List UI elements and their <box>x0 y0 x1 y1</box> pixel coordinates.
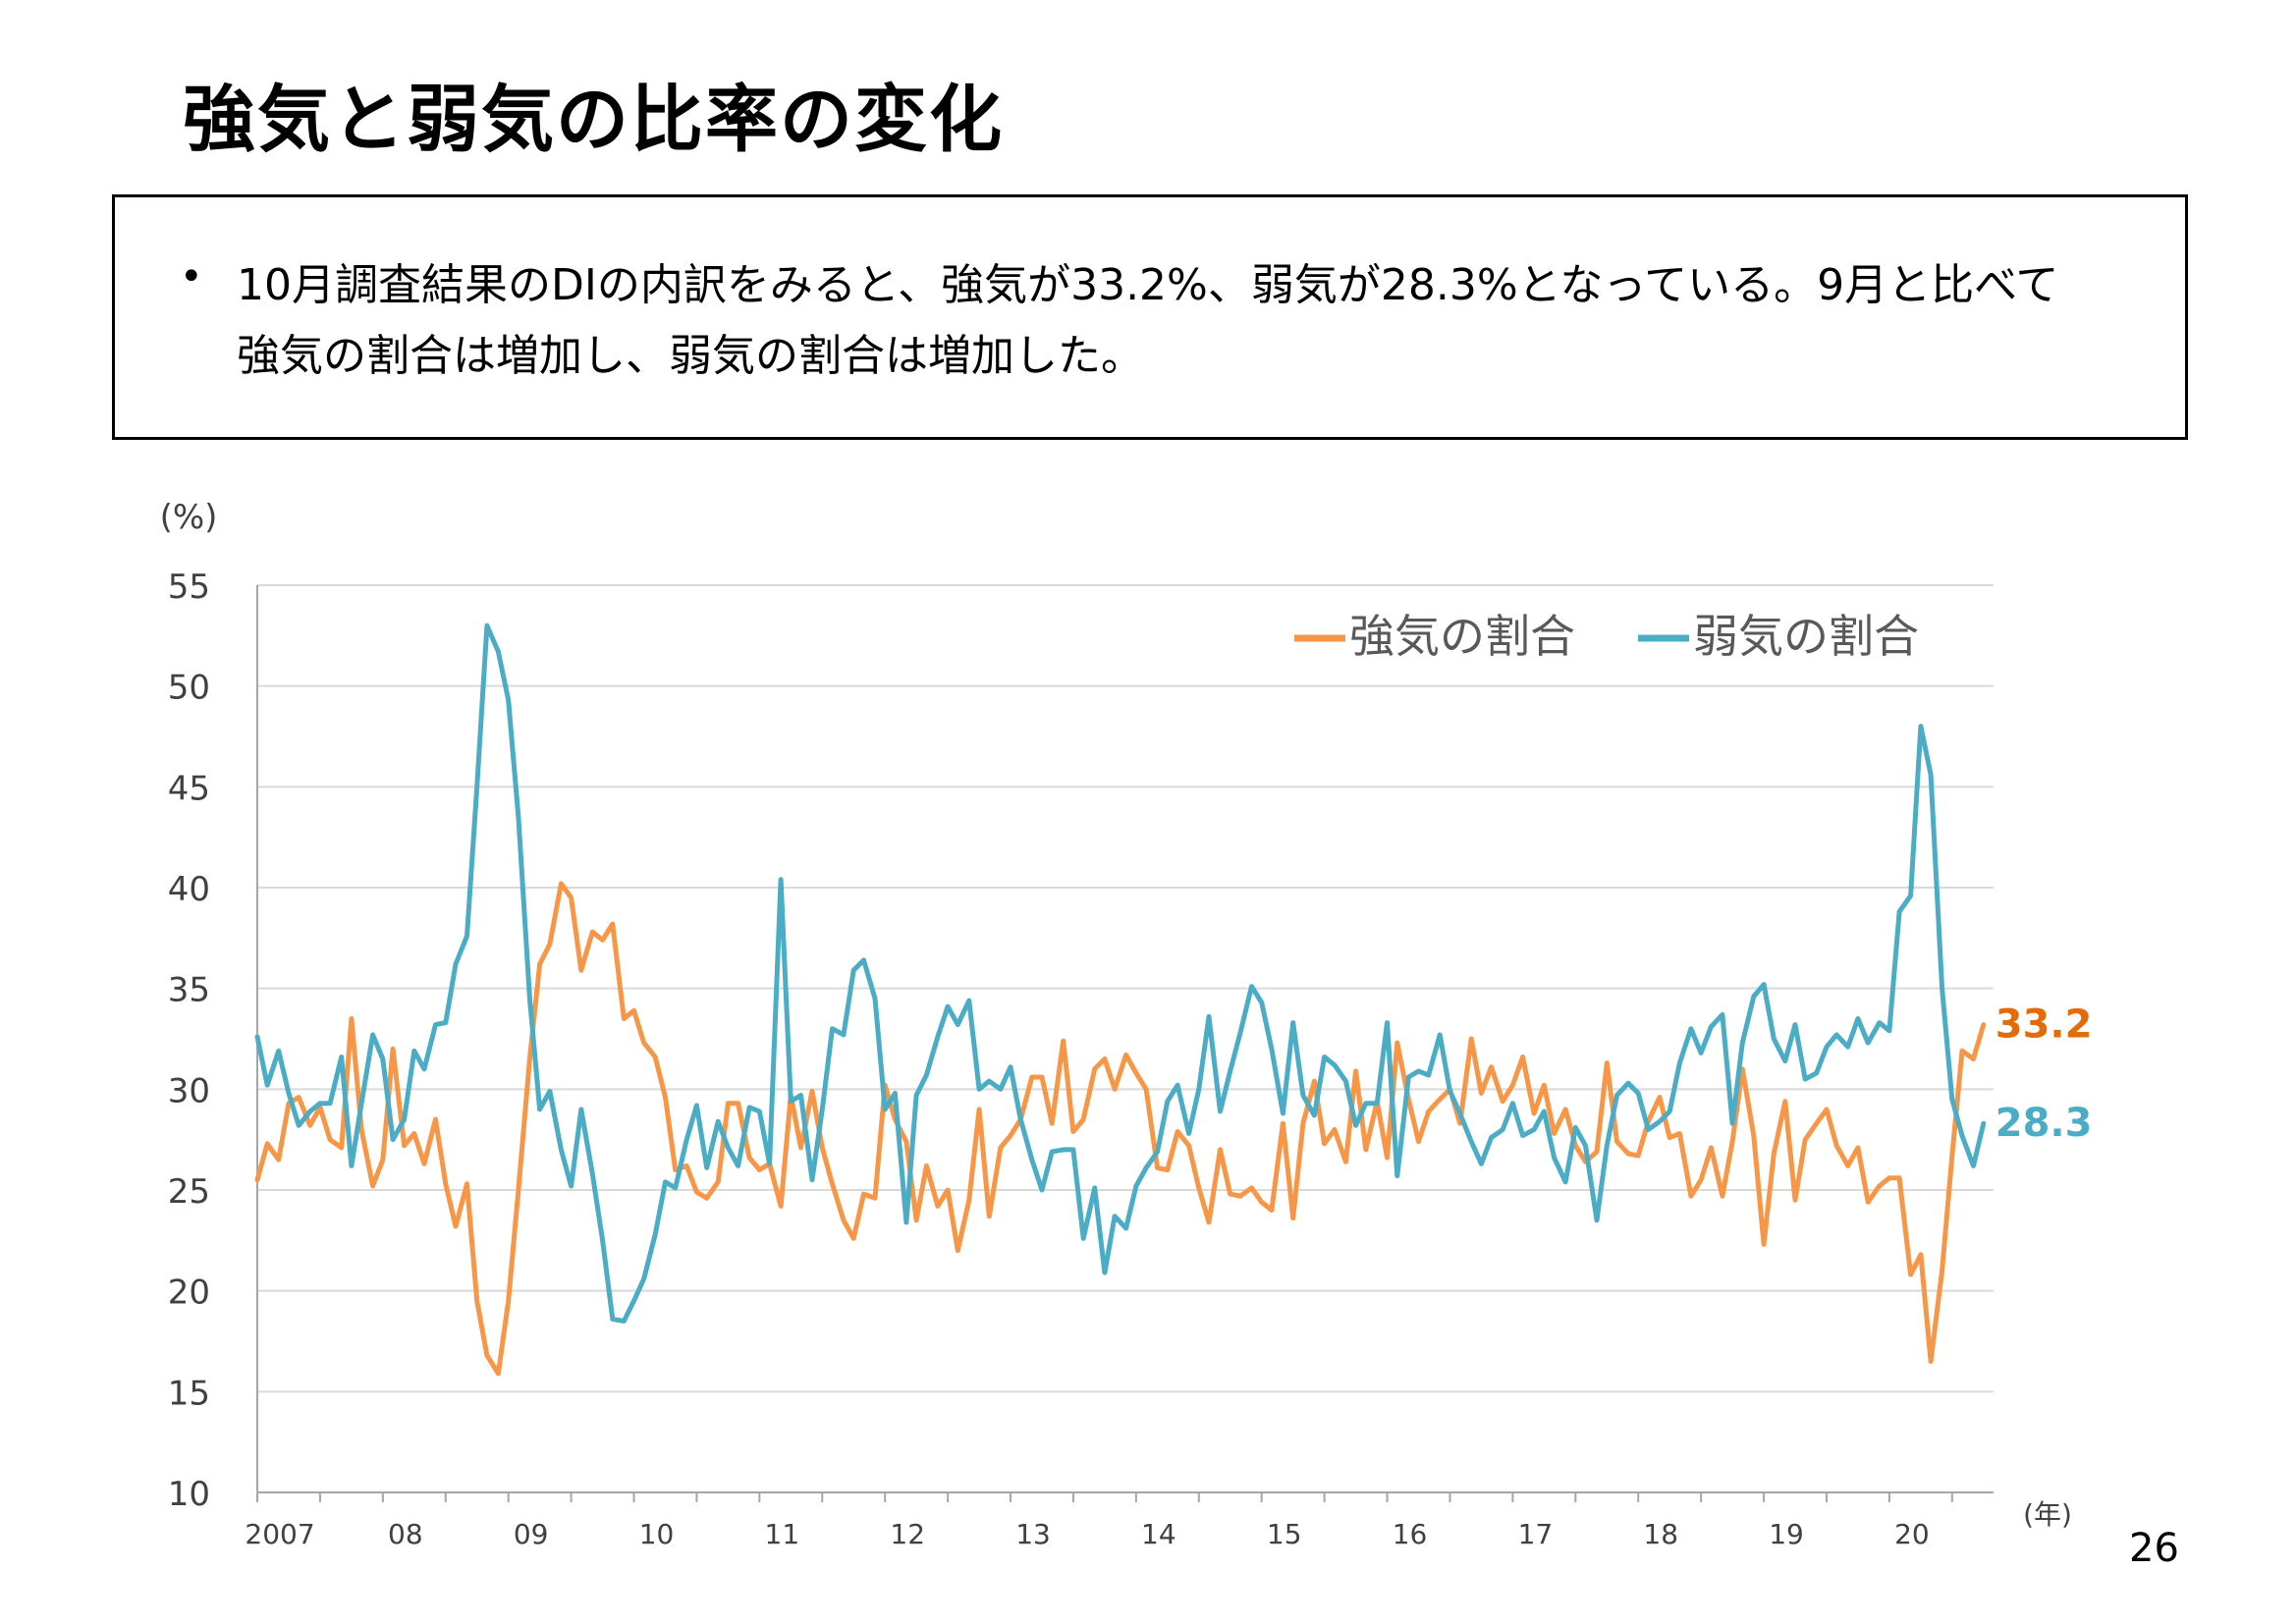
summary-line-1: 10月調査結果のDIの内訳をみると、強気が33.2%、弱気が28.3%となってい… <box>237 260 2059 310</box>
y-tick-label: 20 <box>168 1273 210 1313</box>
legend: 強気の割合 弱気の割合 <box>1294 610 1919 663</box>
summary-line-2: 強気の割合は増加し、弱気の割合は増加した。 <box>237 331 1144 381</box>
x-tick-label: 2007 <box>245 1518 314 1550</box>
x-tick-label: 20 <box>1894 1518 1930 1550</box>
y-tick-label: 30 <box>168 1071 210 1110</box>
x-axis-label: (年) <box>2023 1498 2072 1531</box>
y-tick-label: 50 <box>168 669 210 708</box>
x-tick-label: 19 <box>1769 1518 1804 1550</box>
x-tick-label: 08 <box>388 1518 423 1550</box>
series-end-label-1: 33.2 <box>1995 1002 2093 1048</box>
y-tick-label: 40 <box>168 870 210 909</box>
x-tick-label: 17 <box>1518 1518 1554 1550</box>
y-tick-label: 35 <box>168 971 210 1010</box>
series-line-1 <box>254 881 1987 1377</box>
x-tick-label: 13 <box>1015 1518 1051 1550</box>
y-tick-label: 45 <box>168 769 210 808</box>
y-tick-label: 25 <box>168 1172 210 1212</box>
page-number: 26 <box>2129 1526 2179 1571</box>
y-axis-label: (%) <box>160 498 218 537</box>
x-tick-label: 09 <box>514 1518 549 1550</box>
series-end-label-2: 28.3 <box>1995 1101 2093 1146</box>
y-tick-label: 55 <box>168 568 210 607</box>
page-title: 強気と弱気の比率の変化 <box>183 78 1004 162</box>
axes: 10 15 20 25 30 35 40 45 50 55 2007 08 09 10 11 12 13 14 15… <box>160 498 2072 1550</box>
x-tick-label: 15 <box>1267 1518 1302 1550</box>
gridlines <box>257 584 1994 1393</box>
bullet: • <box>180 254 203 299</box>
x-tick-label: 11 <box>765 1518 800 1550</box>
x-tick-label: 14 <box>1141 1518 1176 1550</box>
legend-label-2: 弱気の割合 <box>1693 610 1919 663</box>
x-tick-label: 12 <box>890 1518 925 1550</box>
summary-box: • 10月調査結果のDIの内訳をみると、強気が33.2%、弱気が28.3%となっ… <box>112 194 2188 440</box>
series-line-2 <box>254 623 1987 1324</box>
series-lines: 33.2 28.3 <box>254 623 2093 1377</box>
legend-label-1: 強気の割合 <box>1349 610 1575 663</box>
y-tick-label: 15 <box>168 1374 210 1413</box>
x-tick-label: 16 <box>1393 1518 1428 1550</box>
x-tick-label: 10 <box>639 1518 675 1550</box>
x-tick-label: 18 <box>1643 1518 1678 1550</box>
y-tick-label: 10 <box>168 1475 210 1514</box>
summary-text: 10月調査結果のDIの内訳をみると、強気が33.2%、弱気が28.3%となってい… <box>237 250 2161 392</box>
